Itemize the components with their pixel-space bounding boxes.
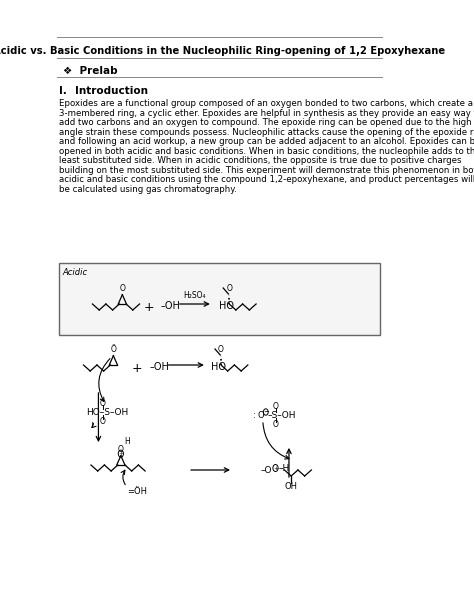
Text: H₂SO₄: H₂SO₄ [183,291,206,300]
Text: ❖  Prelab: ❖ Prelab [64,66,118,76]
Text: +: + [118,451,123,456]
Text: add two carbons and an oxygen to compound. The epoxide ring can be opened due to: add two carbons and an oxygen to compoun… [59,118,472,127]
Text: −: − [263,409,269,415]
Text: O: O [119,284,125,293]
Text: –OH: –OH [160,301,180,311]
Text: Introduction: Introduction [75,86,148,96]
Text: O: O [118,445,124,454]
Text: O: O [273,419,278,428]
Text: HO: HO [210,362,226,372]
Text: –OH: –OH [149,362,169,372]
Text: –O: –O [261,465,272,474]
Text: Acidic vs. Basic Conditions in the Nucleophilic Ring-opening of 1,2 Epoxyhexane: Acidic vs. Basic Conditions in the Nucle… [0,46,446,56]
Text: opened in both acidic and basic conditions. When in basic conditions, the nucleo: opened in both acidic and basic conditio… [59,147,474,156]
Text: Ö: Ö [110,345,116,354]
Text: and following an acid workup, a new group can be added adjacent to an alcohol. E: and following an acid workup, a new grou… [59,137,474,146]
Text: +: + [273,465,278,471]
Text: O: O [226,284,232,293]
Text: Epoxides are a functional group composed of an oxygen bonded to two carbons, whi: Epoxides are a functional group composed… [59,99,473,108]
FancyBboxPatch shape [59,263,380,335]
Text: 3-membered ring, a cyclic ether. Epoxides are helpful in synthesis as they provi: 3-membered ring, a cyclic ether. Epoxide… [59,109,474,118]
Text: +: + [143,300,154,313]
Text: HO: HO [219,301,234,311]
Text: be calculated using gas chromatography.: be calculated using gas chromatography. [59,185,237,194]
Text: I.: I. [59,86,67,96]
Text: :: : [253,411,255,419]
Text: H: H [125,436,130,446]
Text: O: O [218,345,224,354]
Text: building on the most substituted side. This experiment will demonstrate this phe: building on the most substituted side. T… [59,166,474,175]
Text: Acidic: Acidic [63,268,88,277]
Text: O: O [100,398,106,408]
Text: OH: OH [285,482,298,491]
Text: –S–OH: –S–OH [268,411,297,419]
Text: O: O [273,402,278,411]
Text: +: + [132,362,143,375]
Text: angle strain these compounds possess. Nucleophilic attacks cause the opening of : angle strain these compounds possess. Nu… [59,128,474,137]
Text: HO–S–OH: HO–S–OH [86,408,128,416]
Text: least substituted side. When in acidic conditions, the opposite is true due to p: least substituted side. When in acidic c… [59,156,461,165]
Text: O: O [257,411,264,419]
Text: acidic and basic conditions using the compound 1,2-epoxyhexane, and product perc: acidic and basic conditions using the co… [59,175,474,184]
Text: =ÖH: =ÖH [127,487,147,496]
Text: –H: –H [279,463,290,473]
Text: O: O [100,416,106,425]
